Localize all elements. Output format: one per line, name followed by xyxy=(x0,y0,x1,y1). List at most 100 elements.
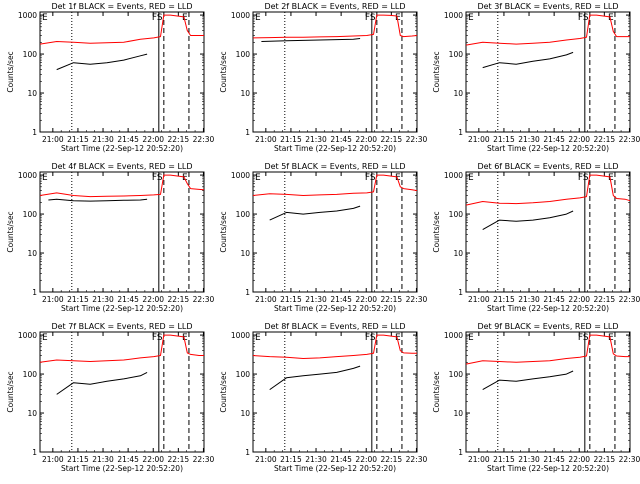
marker-label-s: S xyxy=(157,173,163,183)
y-tick-label: 1 xyxy=(245,288,250,297)
x-tick-label: 21:45 xyxy=(543,455,565,464)
x-tick-label: 21:15 xyxy=(280,295,302,304)
panel-2: Det 2f BLACK = Events, RED = LLD 1 10 100 10… xyxy=(219,2,427,153)
x-tick-label: 21:00 xyxy=(468,295,490,304)
x-tick-label: 21:00 xyxy=(255,135,277,144)
x-tick-label: 21:00 xyxy=(255,295,277,304)
y-tick-label: 10 xyxy=(453,409,463,418)
marker-label-e-left: E xyxy=(42,333,48,343)
x-tick-label: 21:30 xyxy=(518,135,540,144)
panel-4: Det 4f BLACK = Events, RED = LLD 1 10 100 10… xyxy=(6,162,214,313)
series-line-events xyxy=(482,210,574,231)
x-axis-label: Start Time (22-Sep-12 20:52:20) xyxy=(274,464,396,473)
series-line-lld xyxy=(465,334,630,365)
x-tick-label: 21:30 xyxy=(305,455,327,464)
x-axis-label: Start Time (22-Sep-12 20:52:20) xyxy=(61,464,183,473)
marker-label-e-left: E xyxy=(468,173,474,183)
y-tick-label: 1000 xyxy=(444,171,463,180)
series-line-lld xyxy=(465,174,631,206)
y-tick-label: 100 xyxy=(23,50,38,59)
y-tick-label: 10 xyxy=(240,249,250,258)
plot-frame xyxy=(465,11,631,133)
panel-1: Det 1f BLACK = Events, RED = LLD 1 10 100 10… xyxy=(6,2,214,153)
x-tick-label: 22:00 xyxy=(142,135,164,144)
panel-title: Det 8f BLACK = Events, RED = LLD xyxy=(264,322,405,331)
y-tick-label: 1000 xyxy=(444,11,463,20)
series-line-events xyxy=(56,371,148,395)
panel-title: Det 2f BLACK = Events, RED = LLD xyxy=(264,2,405,11)
x-tick-label: 22:00 xyxy=(355,455,377,464)
plot-frame xyxy=(252,331,418,453)
panel-3: Det 3f BLACK = Events, RED = LLD 1 10 100 10… xyxy=(432,2,640,153)
marker-label-s: S xyxy=(157,13,163,23)
x-tick-label: 22:00 xyxy=(355,135,377,144)
y-tick-label: 10 xyxy=(453,249,463,258)
marker-label-e-left: E xyxy=(255,13,261,23)
y-tick-label: 10 xyxy=(27,89,37,98)
marker-label-s: S xyxy=(583,173,589,183)
x-tick-label: 22:00 xyxy=(355,295,377,304)
y-tick-label: 10 xyxy=(240,89,250,98)
panel-title: Det 6f BLACK = Events, RED = LLD xyxy=(477,162,618,171)
x-tick-label: 21:15 xyxy=(67,135,89,144)
x-tick-label: 22:15 xyxy=(594,455,616,464)
series-line-lld xyxy=(465,14,630,46)
y-tick-label: 10 xyxy=(27,409,37,418)
x-tick-label: 22:15 xyxy=(594,135,616,144)
x-axis-label: Start Time (22-Sep-12 20:52:20) xyxy=(274,144,396,153)
y-tick-label: 1000 xyxy=(18,11,37,20)
y-axis-label: Counts/sec xyxy=(6,211,15,252)
plot-frame xyxy=(39,11,205,133)
marker-label-f: F xyxy=(365,173,370,183)
marker-label-e: E xyxy=(395,13,401,23)
y-tick-label: 100 xyxy=(449,370,464,379)
marker-label-f: F xyxy=(152,333,157,343)
marker-label-e-left: E xyxy=(255,333,261,343)
marker-label-e: E xyxy=(182,13,188,23)
y-tick-label: 1 xyxy=(32,288,37,297)
series-line-events xyxy=(56,53,148,71)
y-axis-label: Counts/sec xyxy=(432,211,441,252)
series-line-lld xyxy=(39,14,204,45)
y-tick-label: 1000 xyxy=(18,331,37,340)
x-tick-label: 22:15 xyxy=(168,455,190,464)
y-axis-label: Counts/sec xyxy=(219,211,228,252)
y-tick-label: 10 xyxy=(240,409,250,418)
x-tick-label: 21:15 xyxy=(67,455,89,464)
x-tick-label: 21:30 xyxy=(92,455,114,464)
series-line-lld xyxy=(252,334,417,359)
x-tick-label: 21:30 xyxy=(518,295,540,304)
series-line-lld xyxy=(39,174,205,198)
panel-title: Det 9f BLACK = Events, RED = LLD xyxy=(477,322,618,331)
x-tick-label: 22:00 xyxy=(568,295,590,304)
y-tick-label: 1 xyxy=(458,288,463,297)
x-tick-label: 22:30 xyxy=(406,455,428,464)
y-tick-label: 1000 xyxy=(231,331,250,340)
x-tick-label: 22:30 xyxy=(193,455,215,464)
panel-title: Det 1f BLACK = Events, RED = LLD xyxy=(51,2,192,11)
series-line-events xyxy=(269,205,361,221)
x-tick-label: 22:30 xyxy=(193,295,215,304)
x-axis-label: Start Time (22-Sep-12 20:52:20) xyxy=(487,144,609,153)
x-tick-label: 21:00 xyxy=(42,295,64,304)
panel-9: Det 9f BLACK = Events, RED = LLD 1 10 100 10… xyxy=(432,322,640,473)
x-tick-label: 22:15 xyxy=(168,295,190,304)
x-tick-label: 21:45 xyxy=(330,295,352,304)
marker-label-e: E xyxy=(182,333,188,343)
panel-7: Det 7f BLACK = Events, RED = LLD 1 10 100 10… xyxy=(6,322,214,473)
x-tick-label: 22:15 xyxy=(594,295,616,304)
x-tick-label: 21:15 xyxy=(493,455,515,464)
panel-6: Det 6f BLACK = Events, RED = LLD 1 10 100 10… xyxy=(432,162,640,313)
panel-8: Det 8f BLACK = Events, RED = LLD 1 10 100 10… xyxy=(219,322,427,473)
x-tick-label: 21:30 xyxy=(92,135,114,144)
x-tick-label: 21:30 xyxy=(305,135,327,144)
y-tick-label: 100 xyxy=(236,210,251,219)
x-tick-label: 21:30 xyxy=(518,455,540,464)
y-tick-label: 1 xyxy=(245,448,250,457)
y-tick-label: 1 xyxy=(458,128,463,137)
series-line-lld xyxy=(252,174,418,196)
x-tick-label: 22:00 xyxy=(568,135,590,144)
y-tick-label: 1 xyxy=(458,448,463,457)
marker-label-s: S xyxy=(583,13,589,23)
